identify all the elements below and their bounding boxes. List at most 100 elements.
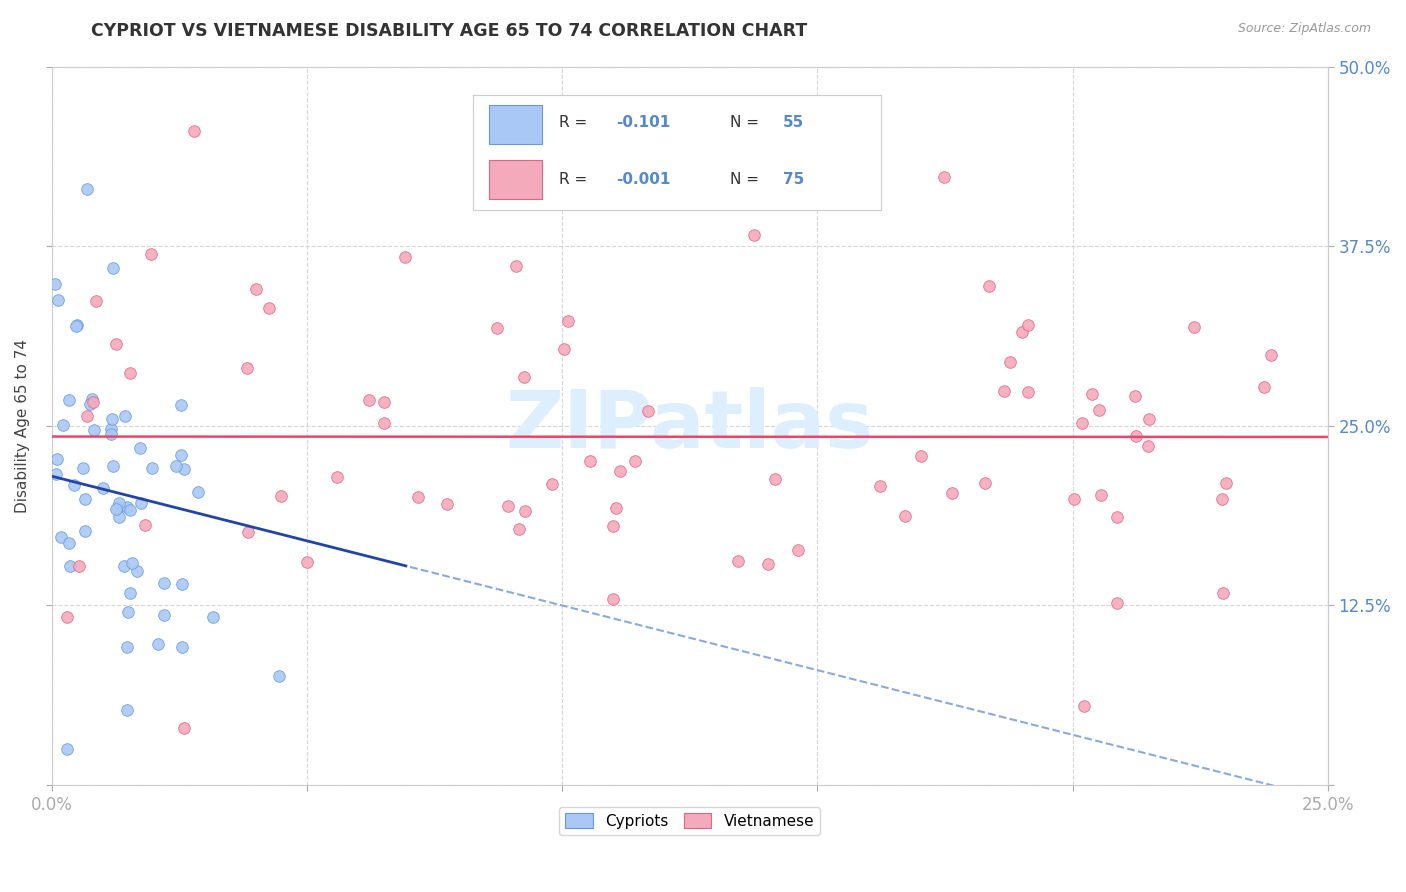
Point: [146, 637, 169, 651]
Point: [553, 343, 575, 357]
Point: [1071, 416, 1094, 430]
Point: [744, 227, 766, 242]
Point: [120, 366, 142, 380]
Point: [1260, 348, 1282, 362]
Point: [941, 485, 963, 500]
Point: [406, 490, 429, 504]
Point: [540, 477, 562, 491]
Point: [134, 517, 156, 532]
Point: [117, 605, 139, 619]
Point: [173, 721, 195, 735]
Point: [973, 475, 995, 490]
Point: [170, 577, 193, 591]
Point: [58, 536, 80, 550]
Point: [56, 742, 79, 756]
Point: [114, 559, 136, 574]
Point: [894, 509, 917, 524]
Point: [75, 492, 97, 507]
Point: [91, 481, 114, 495]
Point: [505, 260, 527, 274]
Point: [101, 260, 124, 275]
Point: [267, 669, 290, 683]
Point: [513, 504, 536, 518]
Point: [121, 556, 143, 570]
Point: [756, 557, 779, 571]
Point: [44, 277, 66, 291]
Point: [115, 703, 138, 717]
Point: [513, 369, 536, 384]
Point: [245, 281, 267, 295]
Point: [139, 247, 162, 261]
Point: [1125, 429, 1147, 443]
Point: [623, 454, 645, 468]
Point: [270, 489, 292, 503]
Point: [79, 397, 101, 411]
Point: [609, 464, 631, 478]
Point: [295, 555, 318, 569]
Point: [187, 484, 209, 499]
Point: [977, 279, 1000, 293]
Point: [1253, 380, 1275, 394]
Point: [508, 522, 530, 536]
Point: [1017, 318, 1039, 333]
Point: [58, 392, 80, 407]
Point: [786, 542, 808, 557]
Point: [101, 411, 124, 425]
Point: [763, 472, 786, 486]
Point: [727, 554, 749, 568]
Point: [104, 337, 127, 351]
Point: [108, 509, 131, 524]
Point: [169, 398, 191, 412]
Point: [1215, 476, 1237, 491]
Point: [1088, 402, 1111, 417]
Point: [557, 314, 579, 328]
Point: [128, 441, 150, 455]
Point: [48, 293, 70, 307]
Y-axis label: Disability Age 65 to 74: Disability Age 65 to 74: [15, 339, 30, 513]
Point: [373, 395, 395, 409]
Point: [49, 530, 72, 544]
Point: [65, 318, 87, 333]
Point: [579, 453, 602, 467]
Point: [76, 182, 98, 196]
Point: [82, 392, 104, 407]
Text: ZIPatlas: ZIPatlas: [506, 387, 875, 465]
Point: [359, 393, 381, 408]
Point: [1073, 699, 1095, 714]
Point: [82, 394, 104, 409]
Point: [170, 640, 193, 655]
Point: [165, 458, 187, 473]
Point: [998, 355, 1021, 369]
Point: [131, 496, 153, 510]
Point: [236, 525, 259, 540]
Point: [66, 318, 89, 333]
Point: [869, 478, 891, 492]
Point: [153, 607, 176, 622]
Point: [118, 586, 141, 600]
Point: [637, 403, 659, 417]
Point: [1182, 320, 1205, 334]
Point: [259, 301, 281, 315]
Point: [52, 418, 75, 433]
Point: [100, 422, 122, 436]
Point: [127, 564, 149, 578]
Point: [436, 497, 458, 511]
Point: [59, 558, 82, 573]
Point: [170, 448, 193, 462]
Point: [496, 500, 519, 514]
Point: [602, 591, 624, 606]
Point: [115, 500, 138, 515]
Point: [153, 576, 176, 591]
Point: [1080, 387, 1102, 401]
Point: [76, 409, 98, 423]
Point: [1137, 411, 1160, 425]
Legend: Cypriots, Vietnamese: Cypriots, Vietnamese: [560, 806, 820, 835]
Point: [1090, 488, 1112, 502]
Point: [1011, 326, 1033, 340]
Point: [67, 558, 90, 573]
Text: Source: ZipAtlas.com: Source: ZipAtlas.com: [1237, 22, 1371, 36]
Point: [1105, 509, 1128, 524]
Point: [202, 610, 225, 624]
Point: [236, 360, 259, 375]
Point: [394, 250, 416, 264]
